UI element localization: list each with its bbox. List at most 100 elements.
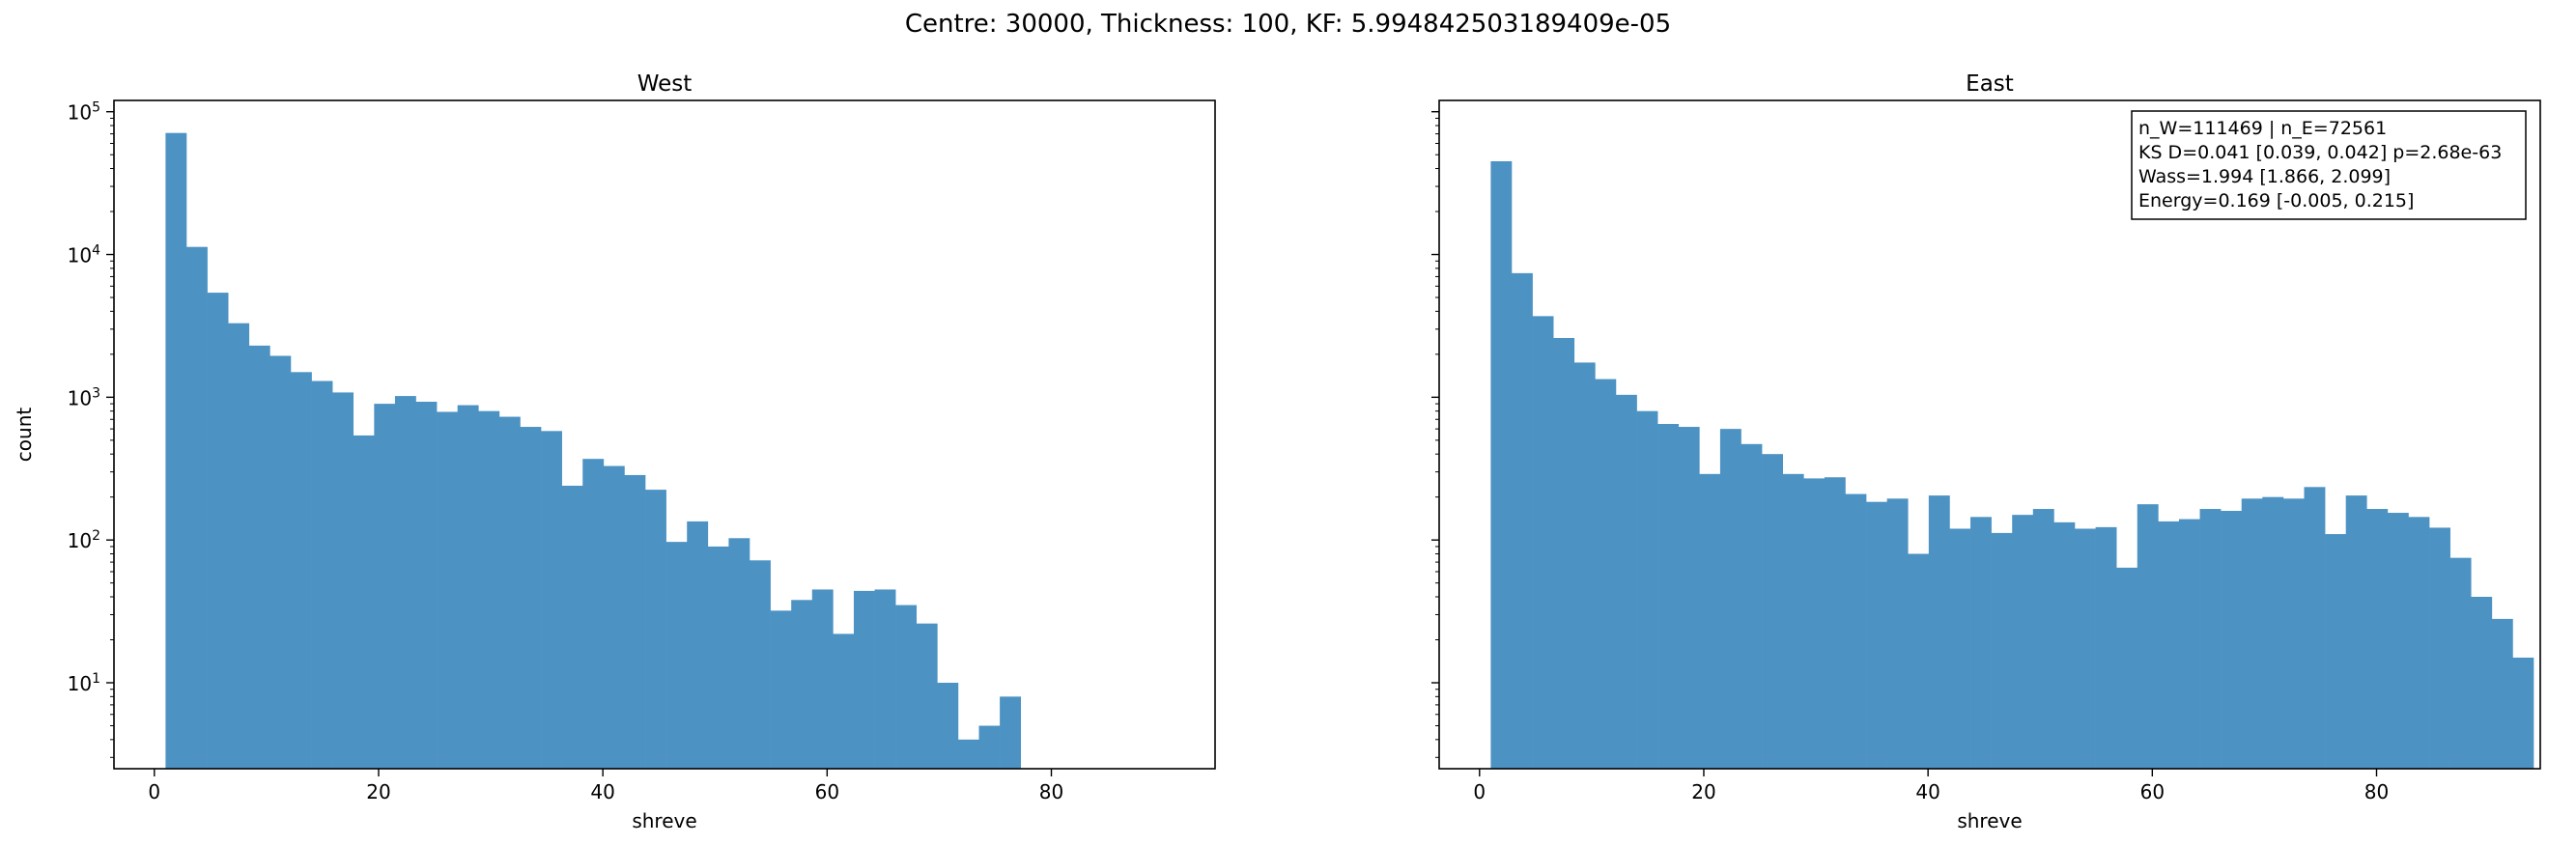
east-panel: 0 20 40 60 80 East shreve n_W=111469 | n_E=7256… <box>1431 71 2541 832</box>
histogram-bar <box>415 402 438 769</box>
x-axis-label: shreve <box>1957 809 2022 832</box>
histogram-bar <box>1762 454 1783 769</box>
histogram-bar <box>520 427 542 769</box>
histogram-bar <box>957 739 979 769</box>
histogram-bar <box>2075 528 2096 769</box>
histogram-bar <box>290 372 312 769</box>
y-axis-label: count <box>13 408 36 463</box>
figure-suptitle: Centre: 30000, Thickness: 100, KF: 5.994… <box>904 10 1672 39</box>
x-tick-label: 20 <box>1691 780 1715 803</box>
histogram-bar <box>1553 338 1575 769</box>
histogram-bar <box>1719 429 1741 769</box>
histogram-bar <box>394 396 416 769</box>
histogram-bar <box>2221 511 2243 769</box>
x-tick-label: 80 <box>2364 780 2389 803</box>
histogram-bar <box>228 323 250 769</box>
histogram-bar <box>1782 473 1804 769</box>
histogram-bar <box>728 538 750 769</box>
histogram-bar <box>2449 557 2472 769</box>
histogram-bar <box>1908 553 1930 769</box>
y-tick-label: 104 <box>68 243 100 268</box>
x-tick-label: 40 <box>590 780 614 803</box>
histogram-bar <box>2366 509 2389 769</box>
x-tick-label: 80 <box>1039 780 1063 803</box>
stats-annotation-line: Wass=1.994 [1.866, 2.099] <box>2138 166 2391 187</box>
stats-annotation-box <box>2131 110 2527 220</box>
x-tick-label: 60 <box>815 780 839 803</box>
histogram-bar <box>2137 504 2159 769</box>
histogram-bar <box>2387 513 2409 769</box>
histogram-bar <box>1949 528 1971 769</box>
histogram-bar <box>2116 567 2138 769</box>
histogram-bar <box>2053 521 2076 769</box>
histogram-bar <box>1845 493 1867 769</box>
histogram-bar <box>2325 534 2346 769</box>
histogram-bar <box>770 610 792 769</box>
histogram-bar <box>1928 495 1950 769</box>
histogram-bar <box>937 683 959 769</box>
histogram-bar <box>1615 394 1637 769</box>
x-tick-label: 40 <box>1915 780 1939 803</box>
histogram-bar <box>1511 272 1533 769</box>
histogram-bar <box>750 560 771 769</box>
histogram-bar <box>2199 509 2222 769</box>
histogram-bar <box>374 404 396 769</box>
histogram-bar <box>811 589 834 769</box>
histogram-bar <box>1595 379 1617 769</box>
x-tick-label: 0 <box>148 780 160 803</box>
histogram-bar <box>978 725 1001 769</box>
axes-frame <box>1438 99 2541 770</box>
histogram-bar <box>478 410 500 769</box>
histogram-bar <box>1678 427 1700 769</box>
histogram-bar <box>582 459 605 769</box>
histogram-bar <box>437 411 458 769</box>
histogram-bar <box>1991 532 2013 769</box>
histogram-bar <box>791 600 813 769</box>
histogram-bar <box>2491 618 2513 769</box>
x-axis-label: shreve <box>632 809 696 832</box>
histogram-bar <box>2429 527 2450 769</box>
histogram-bar <box>353 435 375 769</box>
histogram-bar <box>2178 519 2200 769</box>
x-tick-label: 0 <box>1473 780 1486 803</box>
histogram-bar <box>1741 443 1763 769</box>
histogram-bar <box>874 589 896 769</box>
histogram-bar <box>561 485 583 769</box>
histogram-bar <box>833 634 855 769</box>
histogram-bar <box>1636 410 1658 769</box>
histogram-bar <box>2512 657 2534 769</box>
histogram-bar <box>1886 498 1909 769</box>
histogram-bar <box>665 542 688 769</box>
histogram-bar <box>2032 509 2054 769</box>
histogram-bar <box>687 521 709 769</box>
stats-annotation-line: KS D=0.041 [0.039, 0.042] p=2.68e-63 <box>2138 142 2502 163</box>
histogram-bar <box>895 605 918 769</box>
histogram-bar <box>1803 478 1826 769</box>
histogram-bar <box>1657 424 1680 769</box>
panel-title: West <box>637 71 693 97</box>
histogram-bar <box>165 132 187 769</box>
histogram-bar <box>916 623 938 769</box>
histogram-bar <box>645 490 666 769</box>
y-tick-label: 102 <box>68 528 100 552</box>
histogram-bar <box>332 392 354 769</box>
stats-annotation-line: Energy=0.169 [-0.005, 0.215] <box>2138 190 2414 211</box>
histogram-bar <box>1970 517 1992 769</box>
axes-frame <box>113 99 1216 770</box>
histogram-bar <box>2012 515 2034 769</box>
y-tick-label: 101 <box>68 671 100 695</box>
histogram-bar <box>2262 496 2284 769</box>
histogram-bar <box>498 416 521 769</box>
histogram-bar <box>624 474 646 769</box>
histogram-bar <box>457 405 479 769</box>
histogram-bar <box>2158 521 2180 769</box>
histogram-bar <box>311 380 333 769</box>
histogram-bar <box>1000 696 1021 769</box>
histogram-bar <box>2471 597 2493 769</box>
panel-title: East <box>1966 71 2014 97</box>
histogram-bar <box>603 465 625 769</box>
stats-annotation-line: n_W=111469 | n_E=72561 <box>2138 118 2387 139</box>
histogram-bar <box>207 293 229 769</box>
histogram-bar <box>1699 473 1721 769</box>
